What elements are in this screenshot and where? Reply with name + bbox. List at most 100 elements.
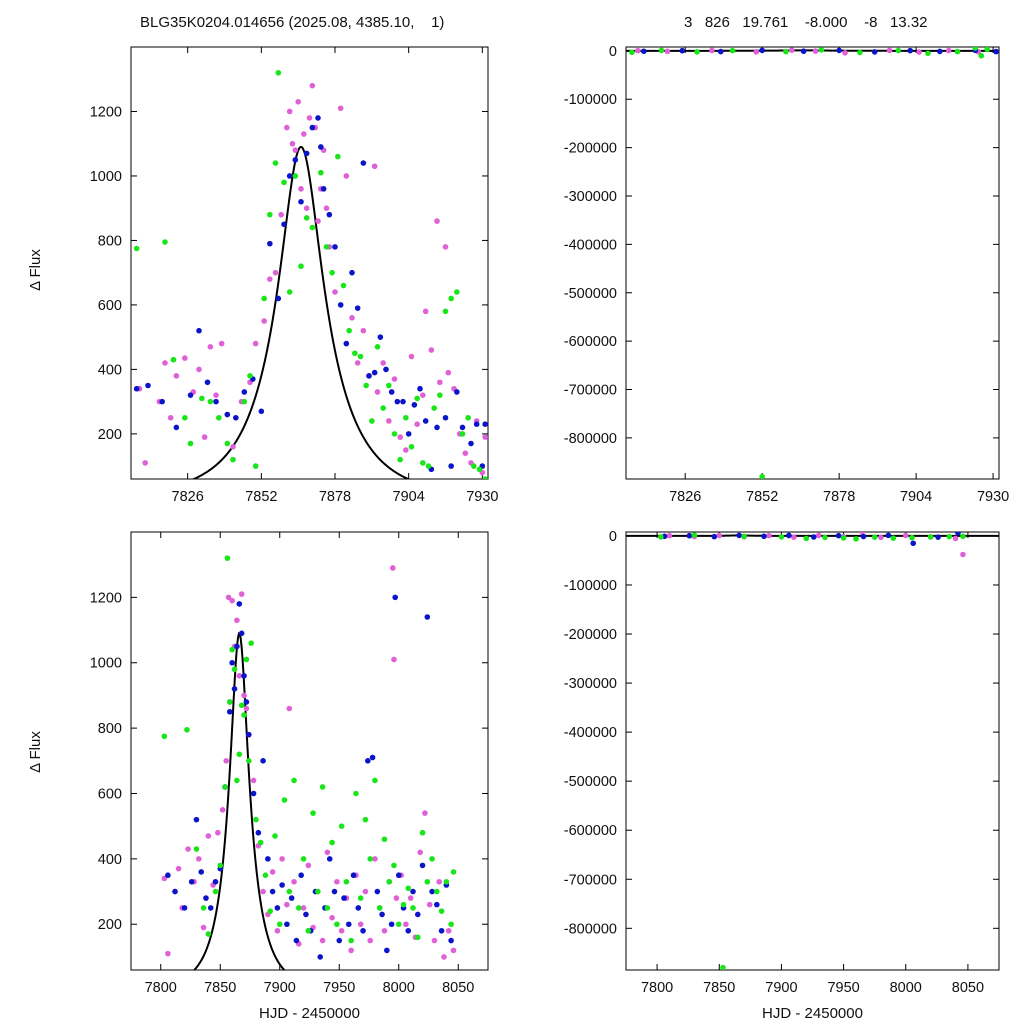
data-point xyxy=(303,911,309,918)
data-point xyxy=(289,140,296,147)
data-point xyxy=(267,211,273,218)
data-point xyxy=(450,869,457,875)
data-point xyxy=(386,382,392,389)
data-point xyxy=(352,350,358,357)
data-point xyxy=(927,534,934,540)
data-point xyxy=(367,937,373,944)
data-point xyxy=(372,856,378,862)
data-point xyxy=(298,263,304,270)
data-point xyxy=(766,532,772,539)
data-point xyxy=(261,318,267,324)
data-point xyxy=(188,878,195,885)
data-point xyxy=(231,666,238,673)
data-point xyxy=(272,269,279,276)
y-tick-label: 1200 xyxy=(90,104,122,120)
data-point xyxy=(170,356,177,363)
data-point xyxy=(326,211,333,218)
series-green xyxy=(658,532,966,970)
data-point xyxy=(204,379,211,386)
data-point xyxy=(293,937,300,944)
y-tick-label: 200 xyxy=(98,427,122,443)
y-tick-label: 1200 xyxy=(90,590,122,606)
data-point xyxy=(324,905,331,911)
data-point xyxy=(224,555,231,561)
data-point xyxy=(860,533,867,540)
data-point xyxy=(400,398,406,405)
data-point xyxy=(334,878,340,885)
data-point xyxy=(349,269,355,276)
data-point xyxy=(842,50,848,56)
y-tick-label: 600 xyxy=(98,786,122,802)
data-point xyxy=(291,777,297,784)
data-point xyxy=(201,434,208,440)
data-point xyxy=(909,534,915,541)
data-point xyxy=(442,308,449,315)
plot-frame xyxy=(130,531,489,971)
data-point xyxy=(400,901,407,908)
data-point xyxy=(262,872,269,879)
data-point xyxy=(229,646,235,653)
data-point xyxy=(260,758,266,764)
data-point xyxy=(291,878,297,885)
data-point xyxy=(473,421,480,427)
y-tick-label: -300000 xyxy=(564,189,617,205)
data-point xyxy=(238,630,245,637)
data-point xyxy=(720,964,726,970)
data-point xyxy=(167,414,174,421)
data-point xyxy=(736,532,742,539)
x-tick-label: 7800 xyxy=(145,980,177,996)
data-point xyxy=(241,389,248,395)
data-point xyxy=(198,869,205,875)
data-point xyxy=(362,888,369,895)
data-point xyxy=(759,47,765,54)
data-point xyxy=(411,402,418,408)
data-point xyxy=(666,532,673,539)
data-point xyxy=(215,829,221,836)
data-point xyxy=(315,115,321,121)
data-point xyxy=(193,816,200,823)
data-point xyxy=(348,937,354,944)
data-point xyxy=(286,289,293,295)
data-point xyxy=(161,733,168,740)
data-point xyxy=(337,302,344,308)
data-point xyxy=(306,115,313,121)
data-point xyxy=(946,533,953,540)
data-point xyxy=(391,431,398,437)
data-point xyxy=(185,846,191,852)
data-point xyxy=(426,901,433,908)
data-point xyxy=(436,878,443,885)
y-tick-label: -200000 xyxy=(564,141,617,157)
data-point xyxy=(248,640,254,646)
data-point xyxy=(419,829,426,836)
data-point xyxy=(445,369,452,376)
data-point xyxy=(482,434,488,440)
data-point xyxy=(374,389,381,395)
data-point xyxy=(448,921,454,928)
x-tick-label: 7800 xyxy=(641,980,673,996)
data-point xyxy=(376,905,383,911)
data-point xyxy=(305,927,312,934)
data-point xyxy=(303,150,310,157)
data-point xyxy=(429,856,435,862)
data-point xyxy=(380,360,386,366)
data-point xyxy=(288,895,295,901)
data-point xyxy=(885,532,892,539)
data-point xyxy=(253,816,259,823)
data-point xyxy=(258,408,265,415)
data-point xyxy=(187,392,194,398)
data-point xyxy=(363,382,369,389)
data-point xyxy=(336,937,343,944)
data-point xyxy=(686,532,693,539)
data-point xyxy=(236,601,243,607)
data-point xyxy=(410,905,416,911)
data-point xyxy=(791,534,797,540)
data-point xyxy=(438,927,445,934)
data-point xyxy=(392,594,398,601)
data-point xyxy=(397,456,403,463)
data-point xyxy=(213,392,219,398)
x-tick-label: 8050 xyxy=(952,980,984,996)
data-point xyxy=(960,533,966,540)
data-point xyxy=(175,865,182,872)
data-point xyxy=(422,418,429,424)
